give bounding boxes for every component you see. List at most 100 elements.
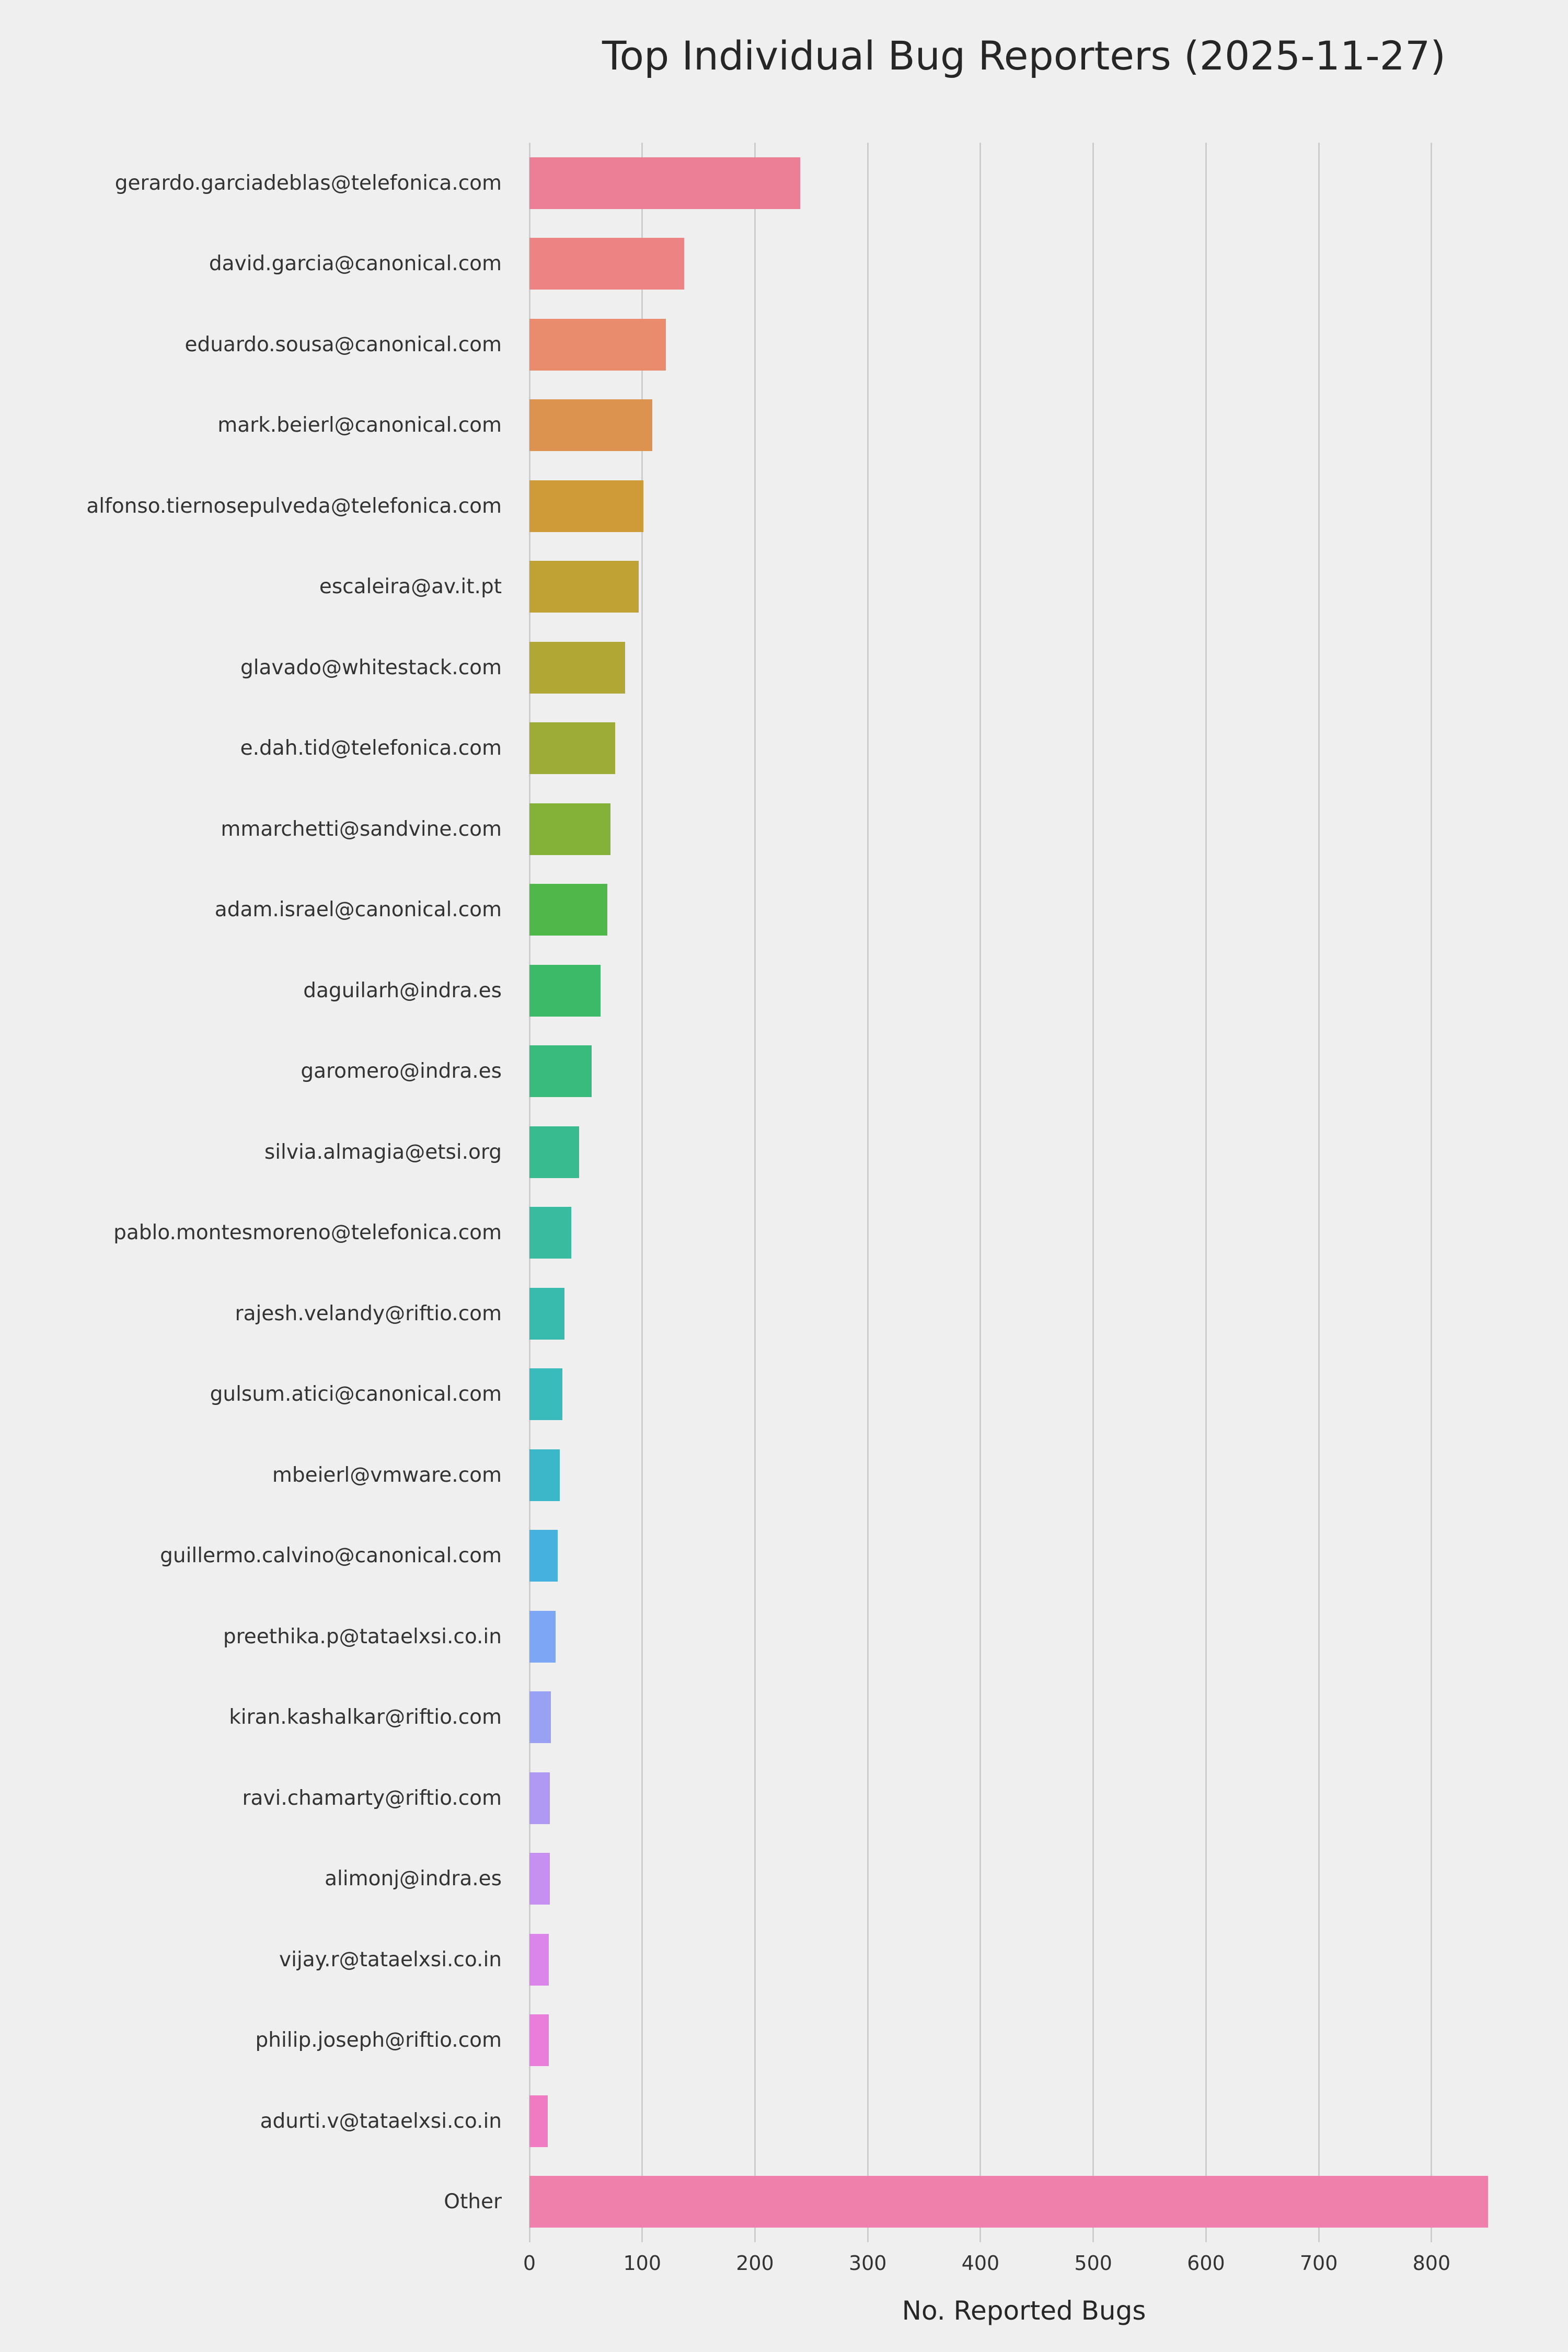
bar-reporter-13	[529, 1207, 571, 1259]
x-tick-label: 100	[623, 2252, 661, 2275]
bar-reporter-10	[529, 964, 601, 1017]
bar-reporter-23	[529, 2014, 549, 2067]
bar-row	[529, 1435, 1518, 1516]
bar-reporter-7	[529, 722, 615, 775]
bar-rows	[529, 143, 1518, 2242]
gridline-x-0	[528, 143, 531, 2242]
gridline-x-600	[1205, 143, 1207, 2242]
chart-title: Top Individual Bug Reporters (2025-11-27…	[602, 32, 1446, 79]
gridline-x-400	[979, 143, 982, 2242]
y-axis-labels: gerardo.garciadeblas@telefonica.com david…	[0, 143, 516, 2242]
bar-reporter-17	[529, 1530, 558, 1582]
bar-reporter-22	[529, 1933, 549, 1986]
bar-reporter-16	[529, 1449, 560, 1501]
y-tick-label: gerardo.garciadeblas@telefonica.com	[114, 171, 502, 195]
bar-row	[529, 385, 1518, 466]
y-tick-label: garomero@indra.es	[301, 1059, 502, 1083]
x-tick-label: 600	[1187, 2252, 1225, 2275]
y-tick-label: Other	[444, 2190, 502, 2214]
bar-reporter-11	[529, 1045, 592, 1098]
bar-other	[529, 2176, 1488, 2228]
y-tick-label: gulsum.atici@canonical.com	[210, 1382, 502, 1406]
bar-reporter-1	[529, 238, 684, 290]
x-tick-label: 700	[1299, 2252, 1338, 2275]
bar-row	[529, 304, 1518, 385]
bar-row	[529, 950, 1518, 1031]
y-tick-label: ravi.chamarty@riftio.com	[242, 1786, 502, 1810]
x-tick-label: 400	[961, 2252, 1000, 2275]
bar-row	[529, 224, 1518, 305]
x-tick-label: 300	[848, 2252, 887, 2275]
y-tick-label: adurti.v@tataelxsi.co.in	[260, 2109, 502, 2133]
bar-reporter-15	[529, 1368, 562, 1421]
bar-row	[529, 143, 1518, 224]
y-tick-label: mark.beierl@canonical.com	[217, 413, 502, 437]
y-tick-label: eduardo.sousa@canonical.com	[185, 332, 502, 356]
bar-row	[529, 466, 1518, 547]
gridline-x-100	[641, 143, 643, 2242]
bar-reporter-8	[529, 803, 611, 855]
y-tick-label: silvia.almagia@etsi.org	[264, 1140, 502, 1164]
plot-area	[528, 143, 1518, 2242]
y-tick-label: adam.israel@canonical.com	[214, 898, 502, 922]
bar-reporter-18	[529, 1610, 556, 1663]
x-tick-label: 500	[1074, 2252, 1112, 2275]
y-tick-label: alimonj@indra.es	[325, 1867, 502, 1891]
gridline-x-200	[754, 143, 756, 2242]
bar-row	[529, 1596, 1518, 1677]
bar-row	[529, 2081, 1518, 2162]
bar-reporter-2	[529, 318, 666, 371]
bar-reporter-12	[529, 1126, 579, 1178]
y-tick-label: kiran.kashalkar@riftio.com	[229, 1705, 502, 1730]
bar-row	[529, 1839, 1518, 1920]
bar-row	[529, 1193, 1518, 1274]
y-tick-label: alfonso.tiernosepulveda@telefonica.com	[86, 494, 502, 518]
gridline-x-700	[1318, 143, 1320, 2242]
bar-row	[529, 1354, 1518, 1435]
x-tick-label: 800	[1412, 2252, 1451, 2275]
y-tick-label: mmarchetti@sandvine.com	[221, 817, 502, 841]
y-tick-label: mbeierl@vmware.com	[272, 1463, 502, 1487]
gridline-x-800	[1431, 143, 1433, 2242]
y-tick-label: e.dah.tid@telefonica.com	[240, 736, 502, 760]
bar-reporter-3	[529, 399, 653, 452]
y-tick-label: guillermo.calvino@canonical.com	[160, 1544, 502, 1568]
y-tick-label: pablo.montesmoreno@telefonica.com	[113, 1221, 502, 1245]
bar-reporter-24	[529, 2095, 548, 2147]
y-tick-label: escaleira@av.it.pt	[319, 575, 502, 599]
bar-row	[529, 1031, 1518, 1112]
gridline-x-300	[867, 143, 869, 2242]
y-tick-label: glavado@whitestack.com	[240, 655, 502, 679]
x-axis-ticks: 0 100 200 300 400 500 600 700 800	[523, 2252, 1518, 2288]
bar-row	[529, 547, 1518, 628]
bar-reporter-19	[529, 1691, 551, 1744]
bar-reporter-5	[529, 561, 639, 613]
gridline-x-500	[1092, 143, 1094, 2242]
bar-row	[529, 1112, 1518, 1193]
x-tick-label: 200	[736, 2252, 774, 2275]
y-tick-label: david.garcia@canonical.com	[209, 252, 502, 276]
bar-row	[529, 627, 1518, 708]
gridlines	[528, 143, 1518, 2242]
bar-reporter-4	[529, 480, 643, 532]
bar-row	[529, 708, 1518, 789]
bar-reporter-6	[529, 641, 626, 694]
bar-row	[529, 1677, 1518, 1758]
bar-row	[529, 2000, 1518, 2081]
bar-row	[529, 1758, 1518, 1839]
y-tick-label: rajesh.velandy@riftio.com	[235, 1301, 502, 1325]
x-axis-label: No. Reported Bugs	[902, 2296, 1146, 2326]
bar-reporter-14	[529, 1287, 564, 1340]
bar-reporter-0	[529, 157, 800, 209]
bar-row	[529, 2162, 1518, 2243]
y-tick-label: preethika.p@tataelxsi.co.in	[223, 1624, 502, 1648]
bar-row	[529, 870, 1518, 951]
bar-row	[529, 789, 1518, 870]
bar-row	[529, 1919, 1518, 2000]
bar-reporter-21	[529, 1853, 550, 1905]
y-tick-label: philip.joseph@riftio.com	[255, 2028, 502, 2053]
bar-row	[529, 1273, 1518, 1354]
bar-reporter-9	[529, 884, 607, 936]
y-tick-label: daguilarh@indra.es	[303, 978, 502, 1002]
